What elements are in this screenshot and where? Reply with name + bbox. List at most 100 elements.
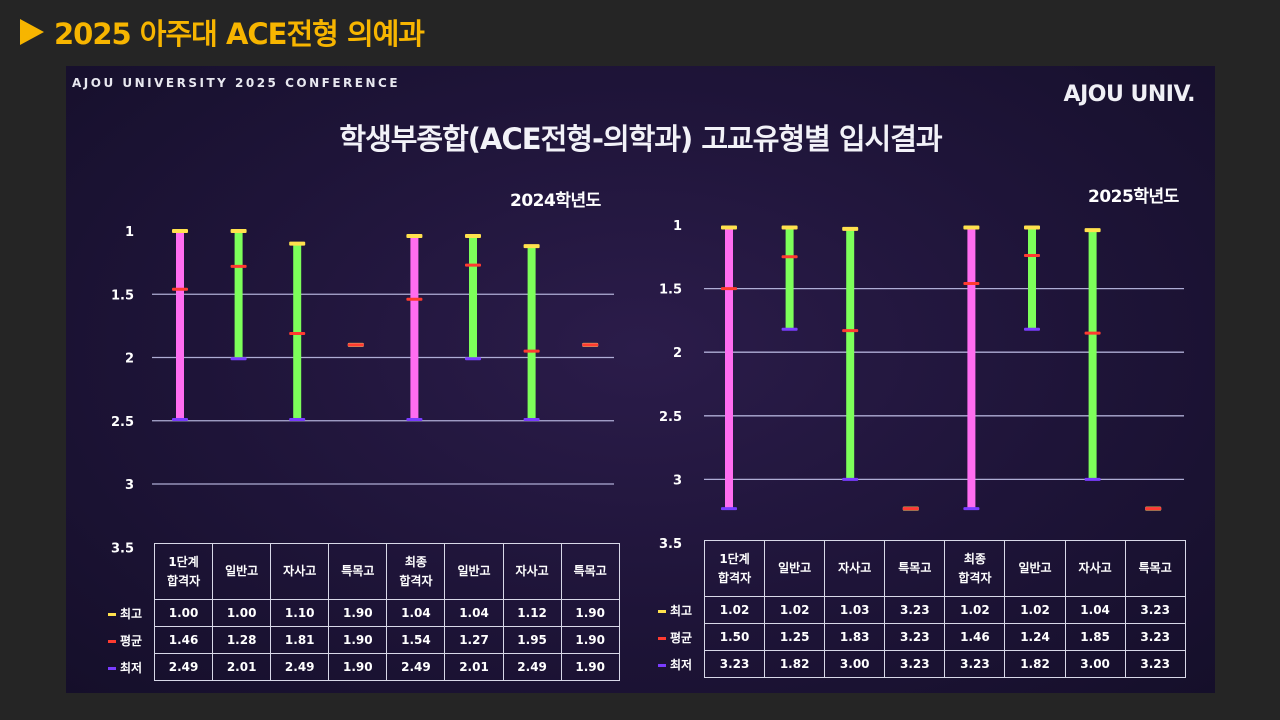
avg-marker-2025-1 xyxy=(781,255,798,259)
series-label: 평균 xyxy=(120,633,143,648)
series-label: 최저 xyxy=(670,657,693,672)
table-cell: 1.24 xyxy=(1004,623,1066,651)
table-cell: 1.46 xyxy=(944,623,1006,651)
y-tick-2024-5: 3.5 xyxy=(111,541,134,556)
table-cell: 1.82 xyxy=(764,650,826,678)
range-bar-2025-4 xyxy=(967,227,976,509)
table-cell: 3.23 xyxy=(703,650,766,678)
table-header-2025-2: 자사고 xyxy=(824,540,886,597)
table-cell: 1.04 xyxy=(444,599,504,627)
play-triangle-icon xyxy=(20,19,44,45)
avg-marker-2025-0 xyxy=(721,287,737,291)
results-table-2025: 1단계 합격자 일반고 자사고 특목고 최종 합격자 일반고 자사고 특목고 최고 1.02 1.02 1… xyxy=(658,540,1186,678)
y-tick-2024-2: 2 xyxy=(125,352,134,367)
y-tick-2024-4: 3 xyxy=(125,478,134,493)
range-bar-2024-6 xyxy=(527,246,536,420)
table-cell: 1.46 xyxy=(153,626,214,654)
table-header-2025-6: 자사고 xyxy=(1064,540,1126,597)
table-cell: 1.10 xyxy=(270,599,330,627)
range-bar-2024-5 xyxy=(469,236,477,359)
best-marker-2025-4 xyxy=(963,225,980,230)
worst-marker-2025-6 xyxy=(1084,477,1101,481)
avg-marker-2024-7 xyxy=(582,343,599,347)
table-header-2025-7: 특목고 xyxy=(1124,540,1186,597)
table-row: 최고 1.02 1.02 1.03 3.23 1.02 1.02 1.04 3.23 xyxy=(658,596,1186,624)
table-header-2024-0: 1단계 합격자 xyxy=(153,543,214,600)
worst-marker-2024-6 xyxy=(523,417,540,421)
table-row: 평균 1.50 1.25 1.83 3.23 1.46 1.24 1.85 3.23 xyxy=(658,623,1186,651)
best-marker-2025-5 xyxy=(1024,225,1040,230)
best-marker-2024-5 xyxy=(465,234,481,239)
range-bar-2024-1 xyxy=(234,231,243,359)
avg-marker-2025-2 xyxy=(842,329,859,333)
legend-swatch xyxy=(658,663,666,667)
table-cell: 3.23 xyxy=(1124,596,1186,624)
chart-2025-title: 2025학년도 xyxy=(1088,187,1179,207)
avg-marker-2024-2 xyxy=(289,331,306,335)
table-row: 최고 1.00 1.00 1.10 1.90 1.04 1.04 1.12 1.90 xyxy=(108,599,620,627)
best-marker-2024-0 xyxy=(172,229,188,233)
range-bar-2025-1 xyxy=(785,227,794,330)
table-cell: 1.50 xyxy=(703,623,766,651)
table-cell: 1.02 xyxy=(703,596,766,624)
table-cell: 1.03 xyxy=(824,596,886,624)
worst-marker-2025-0 xyxy=(721,507,737,511)
avg-marker-2025-4 xyxy=(963,282,980,286)
legend-swatch xyxy=(108,639,116,643)
table-cell: 3.23 xyxy=(884,623,946,651)
table-header-2025-5: 일반고 xyxy=(1004,540,1066,597)
table-cell: 1.12 xyxy=(502,599,562,627)
worst-marker-2025-1 xyxy=(781,327,798,331)
table-cell: 1.00 xyxy=(153,599,214,627)
table-cell: 2.49 xyxy=(386,653,446,681)
table-cell: 1.85 xyxy=(1064,623,1126,651)
best-marker-2024-2 xyxy=(289,241,306,246)
range-charts: 1 1.5 2 2.5 3 3.5 1 1.5 2 2.5 3 3.5 xyxy=(111,219,1184,556)
table-row: 최저 3.23 1.82 3.00 3.23 3.23 1.82 3.00 3.23 xyxy=(658,650,1186,678)
series-label: 평균 xyxy=(670,630,693,645)
y-tick-2024-3: 2.5 xyxy=(111,415,134,430)
table-cell: 3.00 xyxy=(1064,650,1126,678)
best-marker-2025-0 xyxy=(721,225,737,230)
table-cell: 2.01 xyxy=(212,653,272,681)
avg-marker-2024-1 xyxy=(230,264,247,268)
range-bar-2025-2 xyxy=(846,228,855,480)
table-cell: 1.00 xyxy=(212,599,272,627)
table-cell: 2.01 xyxy=(444,653,504,681)
table-cell: 1.81 xyxy=(270,626,330,654)
table-cell: 1.83 xyxy=(824,623,886,651)
table-cell: 1.90 xyxy=(328,599,388,627)
table-cell: 2.49 xyxy=(153,653,214,681)
worst-marker-2024-1 xyxy=(230,357,247,361)
table-cell: 3.00 xyxy=(824,650,886,678)
conference-label: AJOU UNIVERSITY 2025 CONFERENCE xyxy=(72,76,401,90)
table-header-2024-5: 일반고 xyxy=(444,543,504,600)
table-cell: 1.90 xyxy=(560,599,620,627)
avg-marker-2025-7 xyxy=(1145,507,1162,511)
legend-swatch xyxy=(658,609,666,613)
table-cell: 3.23 xyxy=(944,650,1006,678)
worst-marker-2024-0 xyxy=(172,417,188,421)
table-cell: 1.95 xyxy=(502,626,562,654)
best-marker-2024-1 xyxy=(230,229,247,233)
table-header-2024-6: 자사고 xyxy=(502,543,562,600)
avg-marker-2025-6 xyxy=(1084,331,1101,335)
avg-marker-2024-3 xyxy=(347,343,364,347)
worst-marker-2024-5 xyxy=(465,357,481,361)
range-bar-2025-5 xyxy=(1028,227,1036,330)
table-cell: 1.27 xyxy=(444,626,504,654)
table-row: 최저 2.49 2.01 2.49 1.90 2.49 2.01 2.49 1.90 xyxy=(108,653,620,681)
worst-marker-2025-5 xyxy=(1024,327,1040,331)
legend-swatch xyxy=(108,666,116,670)
university-logo: AJOU UNIV. xyxy=(1063,82,1196,107)
table-cell: 1.90 xyxy=(328,626,388,654)
table-cell: 1.02 xyxy=(1004,596,1066,624)
series-label: 최저 xyxy=(120,660,143,675)
range-bar-2025-6 xyxy=(1088,230,1097,480)
table-cell: 3.23 xyxy=(884,596,946,624)
range-bar-2024-0 xyxy=(176,231,184,420)
series-label: 최고 xyxy=(120,606,143,621)
table-cell: 1.90 xyxy=(560,626,620,654)
avg-marker-2024-4 xyxy=(406,297,423,301)
table-header-2025-3: 특목고 xyxy=(884,540,946,597)
